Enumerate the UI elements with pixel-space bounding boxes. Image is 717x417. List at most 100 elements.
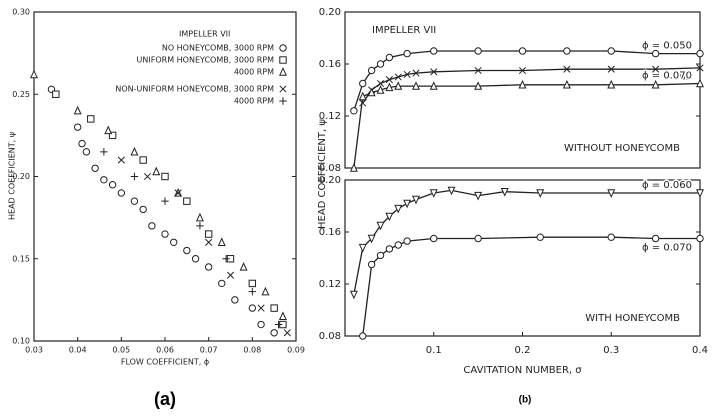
marker [376,85,385,94]
x-axis-label: FLOW COEFFICIENT, ϕ [121,358,209,367]
marker [279,56,287,64]
marker [518,66,527,75]
marker [130,197,139,205]
marker [696,234,704,243]
marker [117,156,125,164]
x-axis-label: CAVITATION NUMBER, σ [463,365,582,376]
series-label: ϕ = 0.070 [642,243,692,254]
marker [279,97,287,105]
marker [430,47,438,55]
marker [152,166,161,176]
marker [218,279,226,288]
x-tick-label: 0.09 [287,346,305,355]
marker [394,204,403,214]
series-line [362,67,701,104]
marker [205,238,213,246]
marker [148,222,156,230]
marker [403,49,411,58]
marker [412,195,420,205]
x-tick-label: 0.07 [200,346,218,355]
annotation: WITH HONEYCOMB [585,313,680,324]
annotation: IMPELLER VII [372,25,436,36]
y-tick-label: 0.25 [12,90,30,99]
marker [279,44,287,52]
series-label: ϕ = 0.060 [642,180,692,191]
marker [403,199,412,209]
y-tick-label: 0.10 [12,337,30,346]
marker [696,64,704,72]
marker [367,260,376,269]
x-tick-label: 0.4 [692,345,708,356]
y-tick-label: 0.20 [319,7,341,18]
marker [108,181,117,189]
legend-label: NO HONEYCOMB, 3000 RPM [162,44,274,53]
marker [651,49,660,58]
marker [518,47,527,55]
marker [161,230,169,238]
x-tick-label: 0.2 [515,345,531,356]
y-tick-label: 0.20 [319,175,341,186]
legend-title: IMPELLER VII [179,30,230,39]
series-label: ϕ = 0.065 [642,72,692,83]
marker [257,304,265,312]
marker [100,176,108,184]
marker [270,329,278,337]
marker [367,234,376,244]
marker [174,189,182,197]
chart-panel: 0.08 0.12 0.16 0.20 0.1 0.2 0.3 0.4 CAVITATION N… [319,175,708,406]
marker [100,148,108,156]
marker [82,148,91,156]
marker [358,243,367,253]
marker [257,320,265,329]
marker [376,60,385,68]
marker [191,255,200,263]
marker [376,251,385,260]
marker [607,79,616,89]
marker [385,212,394,222]
marker [563,47,571,55]
marker [222,255,230,263]
marker [196,222,204,230]
marker [204,230,213,238]
marker [183,197,191,205]
marker [217,237,226,246]
y-axis-label: HEAD COEFFICIENT, ψ [317,119,328,229]
marker [73,123,82,131]
marker [429,189,438,198]
chart-panel: 0.10 0.15 0.20 0.25 0.30 0.03 0.04 0.05 0.06 0.07… [8,8,305,409]
marker [367,87,376,97]
marker [248,287,257,296]
marker [696,78,704,88]
marker [359,79,367,88]
panel-label: (a) [154,389,176,409]
marker [429,81,438,90]
marker [349,163,358,172]
marker [279,67,287,76]
plot-frame [344,11,701,169]
marker [607,189,616,198]
marker [226,271,235,279]
marker [239,262,248,271]
marker [394,81,403,90]
y-tick-label: 0.16 [319,59,341,70]
y-tick-label: 0.30 [12,8,30,17]
marker [367,66,376,75]
x-tick-label: 0.05 [112,346,130,355]
marker [474,66,482,75]
marker [183,246,191,255]
marker [87,115,95,123]
marker [195,212,204,222]
marker [349,290,358,300]
marker [358,91,367,101]
marker [170,238,178,247]
marker [474,191,483,201]
marker [385,82,394,92]
marker [500,188,509,197]
marker [430,234,438,243]
marker [696,49,704,58]
marker [104,125,113,135]
marker [385,53,394,62]
marker [274,320,283,329]
marker [350,107,358,115]
